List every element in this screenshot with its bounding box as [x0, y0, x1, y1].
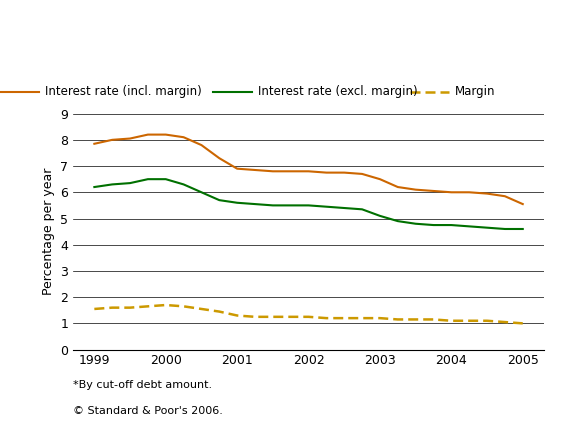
Text: © Standard & Poor's 2006.: © Standard & Poor's 2006. [73, 406, 223, 416]
Text: *By cut-off debt amount.: *By cut-off debt amount. [73, 380, 212, 390]
Text: Interest rate (incl. margin): Interest rate (incl. margin) [45, 85, 201, 98]
Text: Interest rate (excl. margin): Interest rate (excl. margin) [258, 85, 418, 98]
Text: Margin: Margin [454, 85, 495, 98]
Y-axis label: Percentage per year: Percentage per year [42, 168, 54, 295]
Text: Chart 1: Weighted-Average Interest Rate, Interest Rate Before Margin, and Loan
M: Chart 1: Weighted-Average Interest Rate,… [7, 2, 561, 30]
